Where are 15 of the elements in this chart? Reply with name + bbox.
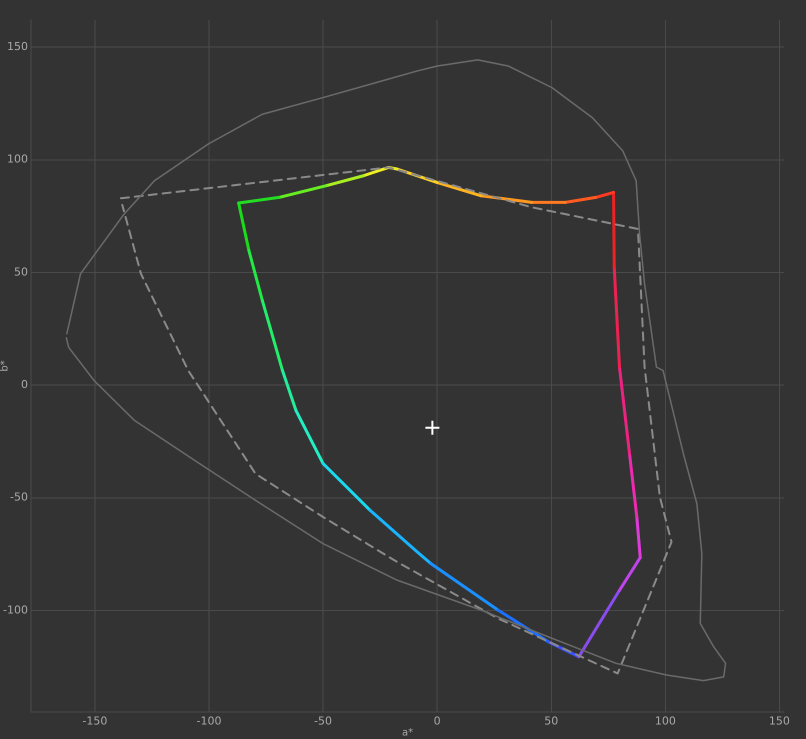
x-tick-label: 0 (434, 714, 441, 728)
y-tick-label: 100 (7, 152, 28, 166)
x-axis-title: a* (402, 728, 414, 739)
y-tick-label: 0 (21, 378, 28, 392)
x-tick-label: 100 (654, 714, 676, 728)
x-tick-label: 150 (768, 714, 790, 728)
y-axis-title: b* (0, 360, 11, 372)
x-tick-label: 50 (544, 714, 558, 728)
y-tick-label: -50 (10, 490, 28, 504)
y-tick-label: 150 (7, 40, 28, 53)
x-tick-label: -50 (314, 714, 332, 728)
y-tick-label: -100 (3, 603, 28, 616)
x-tick-label: -150 (82, 714, 108, 728)
x-tick-label: -100 (196, 714, 222, 728)
y-tick-label: 50 (14, 265, 28, 278)
